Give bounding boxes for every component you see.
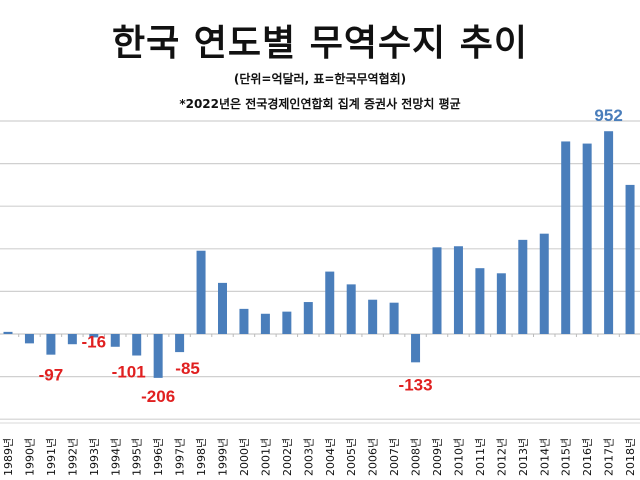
bar — [346, 284, 356, 334]
x-tick-label: 2017년 — [603, 438, 616, 476]
data-label: -16 — [82, 332, 107, 351]
bar — [67, 334, 77, 345]
x-tick-label: 1992년 — [66, 438, 79, 476]
bar — [411, 334, 421, 363]
x-tick-label: 2005년 — [345, 438, 358, 476]
bar — [89, 334, 99, 338]
x-tick-label: 1994년 — [109, 438, 122, 476]
bar — [539, 233, 549, 334]
chart-note: *2022년은 전국경제인연합회 집계 증권사 전망치 평균 — [179, 97, 461, 111]
bar — [389, 302, 399, 334]
bar — [625, 184, 635, 334]
bar — [432, 247, 442, 334]
bar — [153, 334, 163, 378]
x-tick-label: 2007년 — [388, 438, 401, 476]
bar — [582, 143, 592, 334]
bar — [604, 131, 614, 334]
bar — [303, 302, 313, 334]
x-tick-label: 2015년 — [560, 438, 573, 476]
x-tick-label: 2008년 — [410, 438, 423, 476]
bar — [368, 299, 378, 334]
x-tick-label: 2018년 — [624, 438, 637, 476]
bar — [218, 282, 227, 334]
data-label: -101 — [112, 363, 146, 382]
data-label: -133 — [399, 375, 433, 394]
x-tick-label: 2010년 — [452, 438, 465, 476]
x-tick-label: 1991년 — [45, 438, 58, 476]
x-tick-label: 2004년 — [324, 438, 337, 476]
bar — [475, 268, 485, 334]
x-tick-label: 1998년 — [195, 438, 208, 476]
data-label: -206 — [141, 387, 175, 406]
x-tick-label: 2006년 — [367, 438, 380, 476]
data-label: -85 — [175, 359, 200, 378]
x-tick-label: 2000년 — [238, 438, 251, 476]
x-tick-label: 1999년 — [217, 438, 230, 476]
x-tick-label: 1990년 — [23, 438, 36, 476]
bar — [325, 271, 335, 334]
x-tick-label: 2016년 — [581, 438, 594, 476]
bar — [24, 334, 34, 344]
x-tick-label: 2002년 — [281, 438, 294, 476]
bar — [561, 141, 571, 334]
bar — [282, 311, 292, 334]
x-tick-label: 1995년 — [131, 438, 144, 476]
x-tick-label: 1997년 — [174, 438, 187, 476]
x-tick-label: 2012년 — [495, 438, 508, 476]
bar — [46, 334, 56, 355]
x-tick-label: 1993년 — [88, 438, 101, 476]
x-tick-label: 1989년 — [2, 438, 15, 476]
x-tick-label: 2009년 — [431, 438, 444, 476]
chart-subtitle: (단위=억달러, 표=한국무역협회) — [233, 72, 407, 86]
data-label: 952 — [594, 106, 622, 125]
chart-title: 한국 연도별 무역수지 추이 — [112, 23, 528, 64]
data-label: -97 — [39, 366, 64, 385]
bar — [196, 250, 206, 334]
bar — [3, 331, 13, 334]
x-tick-label: 2011년 — [474, 438, 487, 476]
x-tick-label: 2014년 — [538, 438, 551, 476]
x-tick-label: 2013년 — [517, 438, 530, 476]
x-tick-label: 1996년 — [152, 438, 165, 476]
x-tick-label: 2001년 — [259, 438, 272, 476]
bar — [175, 334, 185, 353]
bar — [110, 334, 120, 347]
bar — [453, 246, 463, 334]
bar — [132, 334, 142, 356]
bar — [260, 313, 270, 334]
bar — [239, 308, 249, 334]
bar — [496, 273, 506, 334]
x-tick-label: 2003년 — [302, 438, 315, 476]
bar — [518, 239, 528, 334]
